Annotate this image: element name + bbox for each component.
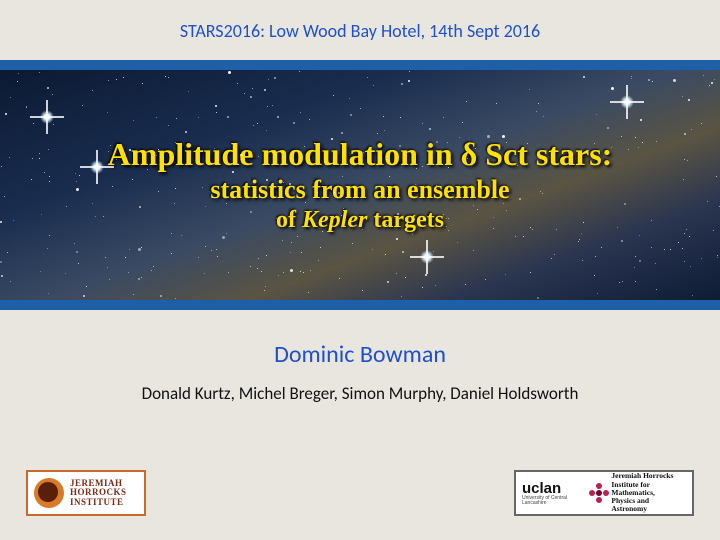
uclan-brand-text: uclan (522, 480, 561, 497)
uclan-inst-line2: Institute for Mathematics, (611, 481, 686, 498)
author-name: Dominic Bowman (0, 340, 720, 369)
uclan-inst-line3: Physics and Astronomy (611, 497, 686, 514)
bright-star-icon (620, 95, 634, 109)
logo-uclan: uclan University of Central Lancashire J… (514, 470, 694, 516)
jhi-disc-icon (34, 478, 64, 508)
uclan-brand-sub: University of Central Lancashire (522, 496, 585, 506)
subtitle2-suffix: targets (367, 207, 444, 233)
bright-star-icon (90, 160, 104, 174)
subtitle2-italic: Kepler (302, 207, 367, 233)
hero-text-block: Amplitude modulation in δ Sct stars: sta… (0, 70, 720, 300)
bright-star-icon (40, 110, 54, 124)
slide-title: Amplitude modulation in δ Sct stars: (108, 136, 613, 173)
subtitle2-prefix: of (276, 207, 302, 233)
slide-subtitle-1: statistics from an ensemble (210, 175, 509, 205)
jhi-line3: INSTITUTE (70, 498, 127, 507)
hero-starfield: Amplitude modulation in δ Sct stars: sta… (0, 70, 720, 300)
uclan-flower-icon (591, 485, 605, 501)
logo-jeremiah-horrocks: JEREMIAH HORROCKS INSTITUTE (26, 470, 146, 516)
uclan-brand: uclan University of Central Lancashire (522, 481, 585, 506)
coauthors-list: Donald Kurtz, Michel Breger, Simon Murph… (0, 383, 720, 404)
hero-border: Amplitude modulation in δ Sct stars: sta… (0, 60, 720, 310)
jhi-text: JEREMIAH HORROCKS INSTITUTE (70, 479, 127, 507)
conference-header: STARS2016: Low Wood Bay Hotel, 14th Sept… (0, 0, 720, 42)
uclan-institute-text: Jeremiah Horrocks Institute for Mathemat… (611, 472, 686, 513)
bright-star-icon (420, 250, 434, 264)
slide-subtitle-2: of Kepler targets (276, 207, 444, 234)
